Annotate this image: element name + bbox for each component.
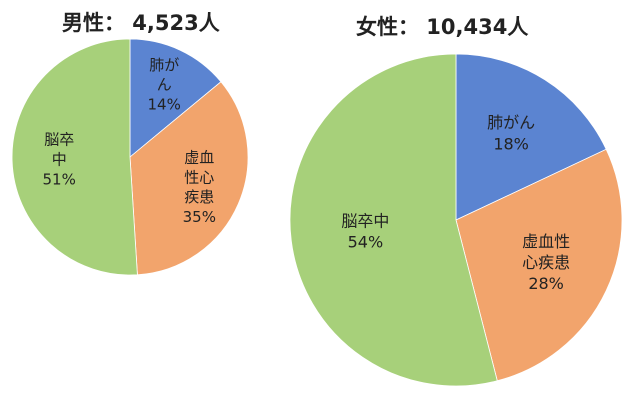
pie-slice-stroke — [289, 53, 498, 387]
male-pie: 肺がん 14% 虚血性心疾患 35% 脳卒中 51% — [11, 38, 249, 276]
slice-label-stroke: 脳卒中 54% — [341, 212, 389, 252]
female-chart-title: 女性： 10,434人 — [356, 15, 528, 39]
slice-label-lung-cancer: 肺がん 18% — [487, 113, 535, 153]
male-chart-title: 男性： 4,523人 — [62, 11, 220, 35]
slice-label-stroke: 脳卒中 51% — [43, 131, 76, 189]
pie-slice-lung-cancer — [455, 53, 607, 221]
slice-label-ischemic-heart-disease: 虚血性心疾患 28% — [522, 232, 570, 293]
pie-slice-ischemic-heart-disease — [129, 81, 249, 276]
slice-label-ischemic-heart-disease: 虚血性心疾患 35% — [183, 149, 216, 226]
female-pie: 肺がん 18% 虚血性心疾患 28% 脳卒中 54% — [289, 53, 623, 387]
pie-slice-lung-cancer — [129, 38, 222, 158]
pie-slice-stroke — [11, 38, 138, 276]
pie-slice-ischemic-heart-disease — [455, 148, 623, 382]
slice-label-lung-cancer: 肺がん 14% — [148, 56, 181, 114]
